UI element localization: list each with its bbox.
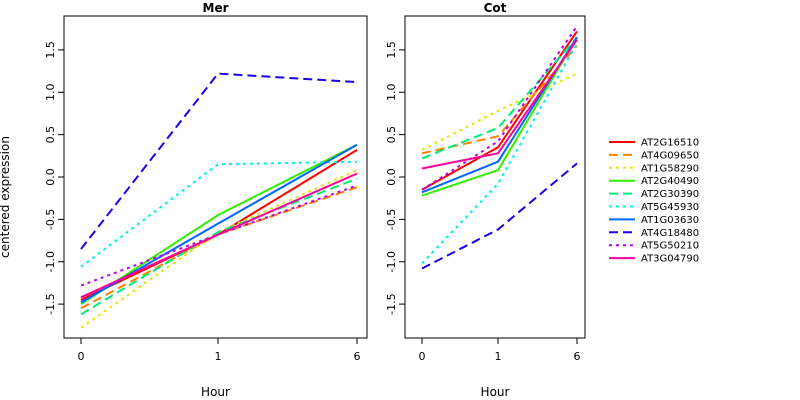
y-tick-label: 1.0 — [44, 84, 57, 102]
legend-label: AT2G30390 — [641, 189, 699, 200]
y-tick-label: 1.5 — [385, 41, 398, 59]
series-line-at4g18480 — [80, 72, 358, 250]
panel-mer: Mer -1.5 -1.0 -0.5 0.0 0.5 1.0 1.5 0 1 6 Hour — [44, 1, 368, 399]
series-line-at5g45930 — [421, 42, 578, 265]
y-tick-label: -0.5 — [44, 209, 57, 230]
series-line-at5g45930 — [80, 160, 358, 268]
y-tick-label: -1.0 — [385, 251, 398, 272]
legend-label: AT1G03630 — [641, 215, 699, 226]
series-line-at2g30390 — [421, 36, 578, 160]
legend-item: AT3G04790 — [609, 254, 699, 265]
series-line-at4g09650 — [421, 45, 578, 155]
legend-item: AT2G30390 — [609, 189, 699, 200]
legend-label: AT5G45930 — [641, 202, 699, 213]
legend-item: AT5G45930 — [609, 202, 699, 213]
series-line-at1g58290 — [421, 72, 578, 151]
panel-cot: Cot -1.5 -1.0 -0.5 0.0 0.5 1.0 1.5 0 1 6 Hour — [385, 1, 586, 399]
plot-frame — [63, 15, 368, 339]
series-line-at5g50210 — [421, 25, 578, 191]
series-lines — [80, 72, 358, 329]
legend-item: AT1G03630 — [609, 215, 699, 226]
y-tick-label: 0.5 — [385, 126, 398, 144]
panel-title: Cot — [484, 1, 507, 15]
x-tick-label: 6 — [354, 350, 361, 363]
y-tick-label: -0.5 — [385, 209, 398, 230]
legend-label: AT4G09650 — [641, 150, 699, 161]
y-tick-label: -1.0 — [44, 251, 57, 272]
y-tick-label: -1.5 — [44, 293, 57, 314]
legend-item: AT2G40490 — [609, 176, 699, 187]
legend-label: AT4G18480 — [641, 228, 699, 239]
series-line-at2g40490 — [421, 36, 578, 197]
legend-item: AT4G18480 — [609, 228, 699, 239]
series-line-at2g30390 — [80, 177, 358, 316]
plot-frame — [404, 15, 586, 339]
series-line-at1g58290 — [80, 169, 358, 329]
legend-label: AT2G40490 — [641, 176, 699, 187]
series-line-at2g40490 — [80, 143, 358, 305]
legend-label: AT2G16510 — [641, 138, 699, 149]
series-line-at2g16510 — [421, 30, 578, 191]
x-tick-label: 0 — [419, 350, 426, 363]
y-tick-label: -1.5 — [385, 293, 398, 314]
y-axis-label: centered expression — [0, 136, 12, 258]
x-tick-label: 0 — [78, 350, 85, 363]
x-tick-label: 1 — [215, 350, 222, 363]
x-axis-label: Hour — [201, 385, 230, 399]
legend-label: AT1G58290 — [641, 163, 699, 174]
legend-item: AT2G16510 — [609, 138, 699, 149]
legend-label: AT3G04790 — [641, 254, 699, 265]
y-tick-label: 1.0 — [385, 84, 398, 102]
y-tick-label: 0.0 — [385, 168, 398, 186]
legend-item: AT4G09650 — [609, 150, 699, 161]
x-tick-label: 1 — [495, 350, 502, 363]
legend-label: AT5G50210 — [641, 241, 699, 252]
series-line-at4g18480 — [421, 162, 578, 270]
series-line-at3g04790 — [80, 172, 358, 299]
panel-title: Mer — [203, 1, 229, 15]
series-line-at3g04790 — [421, 39, 578, 170]
x-tick-label: 6 — [574, 350, 581, 363]
panels-layer: Mer -1.5 -1.0 -0.5 0.0 0.5 1.0 1.5 0 1 6 Hour Cot -1.… — [44, 1, 586, 399]
x-axis-label: Hour — [481, 385, 510, 399]
y-tick-label: 0.5 — [44, 126, 57, 144]
y-tick-label: 0.0 — [44, 168, 57, 186]
y-tick-label: 1.5 — [44, 41, 57, 59]
legend-item: AT5G50210 — [609, 241, 699, 252]
series-lines — [421, 25, 578, 270]
legend-item: AT1G58290 — [609, 163, 699, 174]
